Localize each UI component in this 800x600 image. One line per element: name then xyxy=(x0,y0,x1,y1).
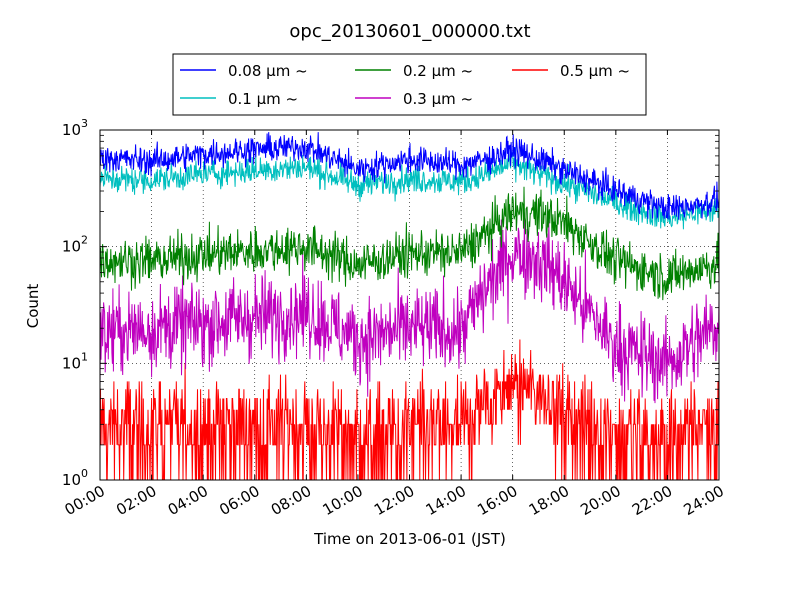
legend-box xyxy=(172,53,647,116)
series-line-1 xyxy=(99,147,720,230)
series-line-4 xyxy=(100,339,720,481)
series-layer xyxy=(99,132,720,481)
chart-title: opc_20130601_000000.txt xyxy=(289,21,530,42)
legend-label-1: 0.1 μm ~ xyxy=(228,90,298,108)
legend-label-3: 0.3 μm ~ xyxy=(403,90,473,108)
series-line-3 xyxy=(99,212,720,404)
legend: 0.08 μm ~ 0.1 μm ~ 0.2 μm ~ 0.3 μm ~ 0.5 μm … xyxy=(172,53,647,116)
legend-label-2: 0.2 μm ~ xyxy=(403,62,473,80)
legend-label-0: 0.08 μm ~ xyxy=(228,62,308,80)
x-axis-label: Time on 2013-06-01 (JST) xyxy=(313,530,506,548)
y-axis-label: Count xyxy=(24,284,42,329)
legend-label-4: 0.5 μm ~ xyxy=(560,62,630,80)
series-line-0 xyxy=(99,132,720,220)
series-line-2 xyxy=(99,186,720,301)
